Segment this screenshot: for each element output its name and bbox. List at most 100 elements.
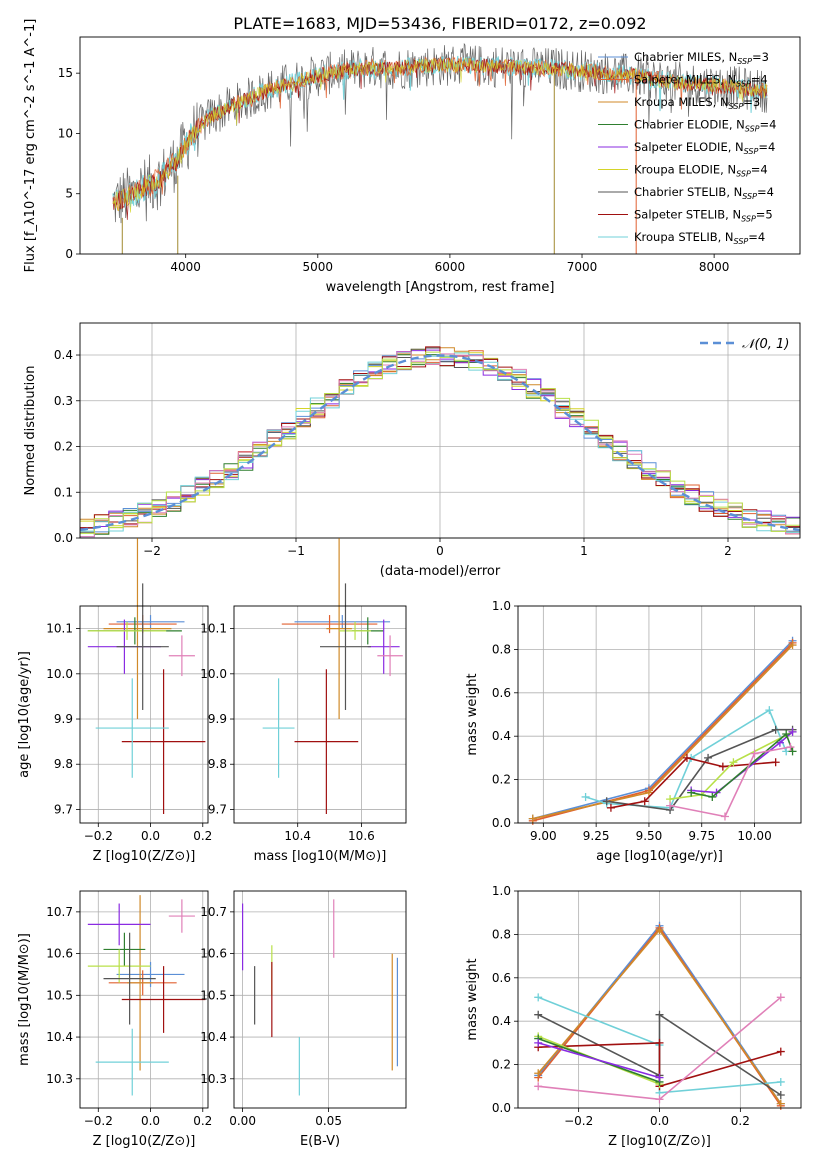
- y-tick-label: 0.2: [492, 1058, 511, 1072]
- x-tick-label: −1: [287, 544, 305, 558]
- mass-weight-point: [720, 812, 729, 821]
- mass-weight-series-line: [669, 746, 791, 818]
- spectrum-axes: 4000 5000 6000 7000 8000 0 5 10 15: [58, 66, 730, 274]
- mass-weight-point: [534, 1010, 543, 1019]
- mass-weight-point: [534, 1069, 543, 1078]
- y-tick-label: 10.6: [200, 947, 227, 961]
- normal-curve: [79, 354, 801, 532]
- y-axis-label: Flux [f_λ10^-17 erg cm^-2 s^-1 A^-1]: [23, 19, 38, 273]
- x-tick-label: −0.2: [84, 1114, 113, 1128]
- x-tick-label: −2: [143, 544, 161, 558]
- y-tick-label: 0.4: [492, 729, 511, 743]
- legend-label: Chabrier MILES, NSSP=3: [634, 50, 769, 66]
- y-tick-label: 10.7: [46, 905, 73, 919]
- mass-weight-point: [682, 753, 691, 762]
- x-tick-label: 0.2: [731, 1114, 750, 1128]
- axes-frame: [233, 605, 407, 824]
- mass-weight-point: [581, 792, 590, 801]
- x-tick-label: −0.2: [564, 1114, 593, 1128]
- x-tick-label: 7000: [567, 260, 598, 274]
- mass-weight-series-line: [532, 644, 794, 820]
- axes-frame: [517, 605, 802, 824]
- y-tick-label: 9.8: [54, 757, 73, 771]
- spectrum-legend: Chabrier MILES, NSSP=3 Salpeter MILES, NS…: [598, 50, 776, 246]
- x-axis-label: Z [log10(Z/Z⊙)]: [608, 1134, 711, 1149]
- x-tick-label: 2: [724, 544, 732, 558]
- x-tick-label: 0.0: [141, 1114, 160, 1128]
- mass-weight-point: [729, 758, 738, 767]
- y-tick-label: 1.0: [492, 599, 511, 613]
- legend-label: Chabrier STELIB, NSSP=4: [634, 185, 774, 201]
- y-tick-label: 15: [58, 66, 73, 80]
- y-tick-label: 10.4: [46, 1030, 73, 1044]
- y-tick-label: 10.0: [46, 667, 73, 681]
- legend-label: Salpeter STELIB, NSSP=5: [634, 208, 773, 224]
- mass-weight-point: [655, 926, 664, 935]
- axes-frame: [233, 890, 407, 1109]
- x-axis-label: (data-model)/error: [380, 564, 501, 579]
- mass-weight-point: [534, 1038, 543, 1047]
- x-axis-label: mass [log10(M/M⊙)]: [254, 849, 387, 864]
- y-tick-label: 10.5: [200, 988, 227, 1002]
- mass-weight-point: [655, 1038, 664, 1047]
- legend-label: 𝒩(0, 1): [742, 337, 789, 352]
- mass-weight-point: [655, 1073, 664, 1082]
- mass-weight-series-line: [532, 642, 794, 822]
- weight_vs_Z-axes: −0.2 0.0 0.2 0.0 0.2 0.4 0.6 0.8 1.0: [492, 884, 801, 1128]
- y-tick-label: 0.0: [492, 816, 511, 830]
- x-axis-label: Z [log10(Z/Z⊙)]: [93, 1134, 196, 1149]
- x-tick-label: 4000: [170, 260, 201, 274]
- y-tick-label: 9.9: [54, 712, 73, 726]
- axes-frame: [79, 890, 209, 1109]
- y-tick-label: 10.6: [46, 947, 73, 961]
- x-tick-label: 0.05: [315, 1114, 342, 1128]
- x-tick-label: −0.2: [84, 829, 113, 843]
- y-tick-label: 5: [65, 187, 73, 201]
- x-tick-label: 9.00: [530, 829, 557, 843]
- age_vs_Z-axes: −0.2 0.0 0.2 9.7 9.8 9.9 10.0 10.1: [46, 606, 212, 843]
- y-tick-label: 0.4: [54, 348, 73, 362]
- legend-label: Kroupa MILES, NSSP=3: [634, 95, 760, 111]
- y-tick-label: 10.1: [200, 622, 227, 636]
- y-tick-label: 10.1: [46, 622, 73, 636]
- axes-frame: [79, 36, 801, 255]
- mass-weight-point: [776, 1047, 785, 1056]
- legend-label: Kroupa ELODIE, NSSP=4: [634, 163, 768, 179]
- mass-weight-series-line: [537, 1042, 660, 1079]
- y-axis-label: mass weight: [465, 673, 480, 755]
- mass-weight-point: [782, 730, 791, 739]
- x-tick-label: 10.6: [348, 829, 375, 843]
- mass-weight-series-line: [669, 731, 793, 800]
- x-tick-label: 1: [580, 544, 588, 558]
- legend-label: Kroupa STELIB, NSSP=4: [634, 230, 765, 246]
- y-tick-label: 0.2: [492, 773, 511, 787]
- legend-label: Chabrier ELODIE, NSSP=4: [634, 118, 776, 134]
- mass-weight-point: [788, 747, 797, 756]
- x-tick-label: 9.75: [688, 829, 715, 843]
- x-tick-label: 10.4: [284, 829, 311, 843]
- x-tick-label: 0.0: [141, 829, 160, 843]
- x-tick-label: 0.2: [193, 829, 212, 843]
- x-tick-label: 9.25: [583, 829, 610, 843]
- axes-frame: [79, 605, 209, 824]
- mass-weight-point: [534, 993, 543, 1002]
- weight_vs_age-axes: 9.00 9.25 9.50 9.75 10.00 0.0 0.2 0.4 0.6 0.8 1.0: [492, 599, 801, 843]
- histogram-step-series: [80, 346, 800, 529]
- mass-weight-point: [528, 814, 537, 823]
- y-tick-label: 10.5: [46, 988, 73, 1002]
- x-axis-label: wavelength [Angstrom, rest frame]: [326, 280, 555, 295]
- mass-weight-point: [788, 727, 797, 736]
- mass-weight-point: [771, 725, 780, 734]
- y-tick-label: 9.9: [208, 712, 227, 726]
- mass-weight-point: [750, 749, 759, 758]
- x-axis-label: E(B-V): [300, 1134, 340, 1149]
- x-tick-label: 10.00: [737, 829, 771, 843]
- mass-weight-point: [788, 641, 797, 650]
- y-tick-label: 10.7: [200, 905, 227, 919]
- mass-weight-series-line: [585, 709, 787, 809]
- x-tick-label: 6000: [435, 260, 466, 274]
- y-tick-label: 9.7: [54, 802, 73, 816]
- mass-weight-point: [666, 801, 675, 810]
